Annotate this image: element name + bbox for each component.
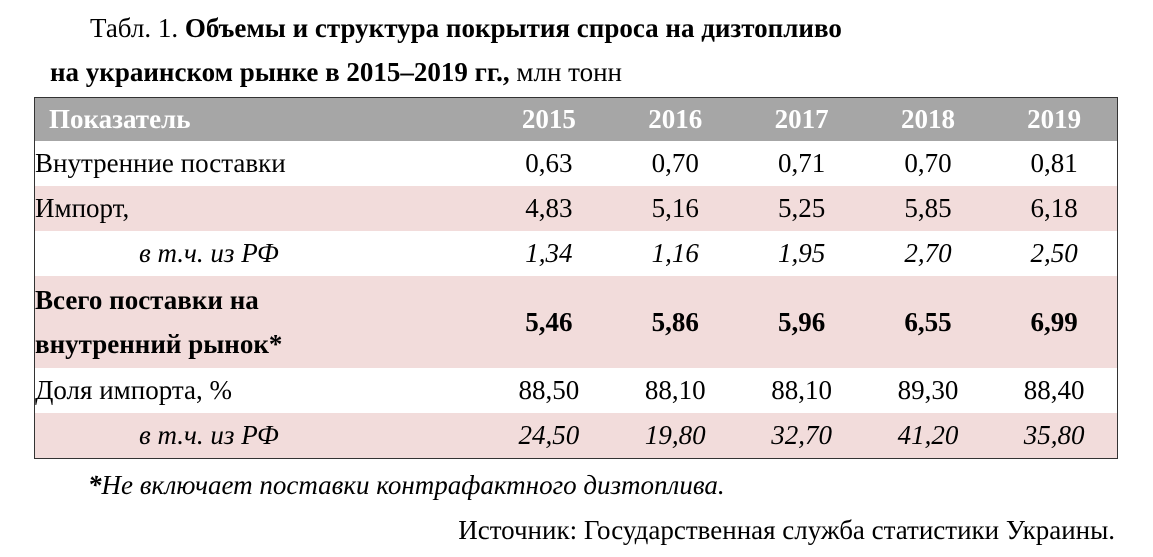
caption-prefix: Табл. 1. — [90, 13, 179, 43]
caption-line-2: на украинском рынке в 2015–2019 гг., млн… — [50, 50, 1130, 94]
footnote-mark: * — [88, 470, 102, 500]
cell-value: 6,18 — [991, 186, 1118, 231]
row-label: Всего поставки на внутренний рынок* — [34, 276, 486, 368]
row-label-line-2: внутренний рынок* — [35, 329, 283, 359]
cell-value: 5,86 — [612, 276, 739, 368]
cell-value: 89,30 — [864, 368, 992, 413]
cell-value: 5,96 — [738, 276, 865, 368]
cell-value: 0,70 — [612, 141, 739, 186]
cell-value: 88,10 — [612, 368, 739, 413]
row-label: Импорт, — [34, 186, 486, 231]
cell-value: 4,83 — [485, 186, 613, 231]
cell-value: 2,70 — [864, 231, 992, 276]
cell-value: 2,50 — [991, 231, 1118, 276]
cell-value: 5,46 — [485, 276, 613, 368]
cell-value: 6,55 — [864, 276, 992, 368]
row-label: Внутренние поставки — [34, 141, 486, 186]
cell-value: 0,71 — [738, 141, 865, 186]
cell-value: 88,50 — [485, 368, 613, 413]
caption-units: млн тонн — [516, 57, 622, 87]
footnote: *Не включает поставки контрафактного диз… — [88, 465, 725, 505]
cell-value: 1,95 — [738, 231, 865, 276]
cell-value: 35,80 — [991, 413, 1118, 459]
cell-value: 32,70 — [738, 413, 865, 459]
footnote-text: Не включает поставки контрафактного дизт… — [101, 470, 725, 500]
diesel-supply-table: Показатель 2015 2016 2017 2018 2019 Внут… — [34, 97, 1118, 459]
row-label: в т.ч. из РФ — [34, 413, 486, 459]
cell-value: 5,85 — [864, 186, 992, 231]
cell-value: 5,25 — [738, 186, 865, 231]
cell-value: 1,34 — [485, 231, 613, 276]
table-row-total: Всего поставки на внутренний рынок* 5,46 … — [34, 276, 1118, 368]
row-label: Доля импорта, % — [34, 368, 486, 413]
cell-value: 88,40 — [991, 368, 1118, 413]
table-caption: Табл. 1. Объемы и структура покрытия спр… — [50, 6, 1130, 94]
header-indicator: Показатель — [34, 97, 486, 141]
table-row: Внутренние поставки 0,63 0,70 0,71 0,70 … — [34, 141, 1118, 186]
cell-value: 41,20 — [864, 413, 992, 459]
caption-title-line-2: на украинском рынке в 2015–2019 гг., — [50, 57, 510, 87]
cell-value: 24,50 — [485, 413, 613, 459]
cell-value: 1,16 — [612, 231, 739, 276]
cell-value: 0,63 — [485, 141, 613, 186]
row-label-line-1: Всего поставки на — [35, 285, 259, 315]
cell-value: 0,70 — [864, 141, 992, 186]
table-row: в т.ч. из РФ 24,50 19,80 32,70 41,20 35,… — [34, 413, 1118, 459]
header-year: 2019 — [991, 97, 1118, 141]
caption-line-1: Табл. 1. Объемы и структура покрытия спр… — [50, 6, 1130, 50]
table-row: Импорт, 4,83 5,16 5,25 5,85 6,18 — [34, 186, 1118, 231]
table-header-row: Показатель 2015 2016 2017 2018 2019 — [34, 97, 1118, 141]
header-year: 2015 — [485, 97, 613, 141]
row-label: в т.ч. из РФ — [34, 231, 486, 276]
cell-value: 19,80 — [612, 413, 739, 459]
cell-value: 6,99 — [991, 276, 1118, 368]
cell-value: 5,16 — [612, 186, 739, 231]
table-row: Доля импорта, % 88,50 88,10 88,10 89,30 … — [34, 368, 1118, 413]
caption-title-line-1: Объемы и структура покрытия спроса на ди… — [184, 13, 842, 43]
table-row: в т.ч. из РФ 1,34 1,16 1,95 2,70 2,50 — [34, 231, 1118, 276]
source-note: Источник: Государственная служба статист… — [458, 515, 1115, 545]
header-year: 2018 — [864, 97, 992, 141]
cell-value: 0,81 — [991, 141, 1118, 186]
header-year: 2016 — [612, 97, 739, 141]
header-year: 2017 — [738, 97, 865, 141]
cell-value: 88,10 — [738, 368, 865, 413]
